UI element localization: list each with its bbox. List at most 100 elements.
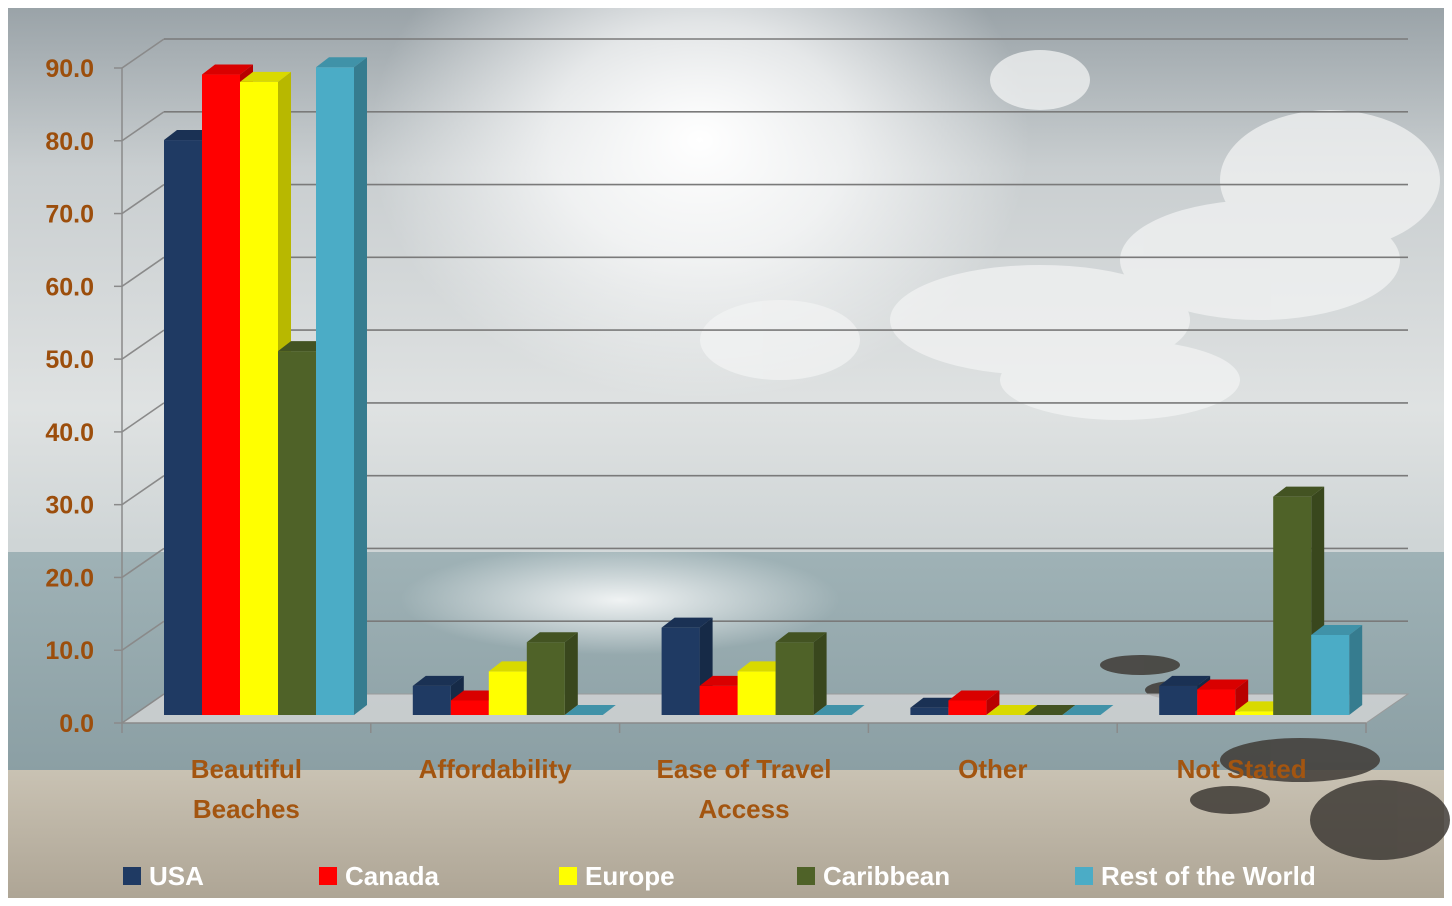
bar-front	[202, 74, 240, 716]
y-tick-label: 70.0	[45, 201, 94, 229]
y-tick-label: 60.0	[45, 273, 94, 301]
bars	[164, 57, 1363, 716]
y-tick-label: 0.0	[59, 710, 94, 738]
bar-side	[354, 57, 367, 716]
bar-top	[661, 617, 713, 628]
x-category-label: Access	[698, 794, 789, 824]
legend-item-europe: Europe	[559, 861, 675, 891]
y-tick-label: 80.0	[45, 128, 94, 156]
bar-top	[316, 57, 367, 68]
gridline-side	[121, 111, 165, 142]
bar-top	[412, 675, 464, 686]
legend-item-usa: USA	[123, 861, 204, 891]
y-tick-label: 40.0	[45, 419, 94, 447]
legend-item-canada: Canada	[319, 861, 439, 891]
bar-side	[986, 690, 1000, 715]
gridline-side	[121, 38, 165, 69]
bar-canada	[948, 690, 1000, 715]
gridline-side	[121, 547, 165, 579]
bar-top	[1311, 624, 1363, 635]
bar-caribbean	[1024, 705, 1076, 715]
legend-swatch	[559, 867, 577, 885]
bar-front	[948, 700, 987, 715]
bar-caribbean	[1273, 486, 1325, 715]
bar-top	[1024, 705, 1076, 715]
y-tick-label: 50.0	[45, 346, 94, 374]
bar-top	[948, 690, 1000, 701]
bar-front	[910, 707, 949, 715]
legend-swatch	[797, 867, 815, 885]
bar-top	[240, 71, 291, 82]
legend-label: Rest of the World	[1101, 861, 1316, 891]
x-category-label: Other	[958, 754, 1027, 784]
y-tick-label: 90.0	[45, 55, 94, 83]
gridline-side	[121, 329, 165, 360]
bar-side	[564, 632, 578, 715]
bar-top	[1062, 705, 1114, 715]
bar-front	[699, 685, 738, 715]
x-category-label: Beautiful	[191, 754, 302, 784]
bar-front	[278, 351, 316, 715]
bar-top	[202, 64, 253, 75]
bar-top	[1273, 486, 1325, 497]
bar-top	[986, 705, 1038, 715]
y-tick-label: 30.0	[45, 492, 94, 520]
bar-front	[737, 671, 776, 715]
legend-item-caribbean: Caribbean	[797, 861, 950, 891]
bar-rest-of-the-world	[1311, 624, 1363, 715]
bar-top	[526, 632, 578, 643]
bar-front	[1159, 685, 1198, 715]
bar-front	[1311, 634, 1350, 715]
legend-label: USA	[149, 861, 204, 891]
x-category-label: Ease of Travel	[657, 754, 832, 784]
bar-front	[1197, 689, 1236, 715]
legend-swatch	[319, 867, 337, 885]
legend-swatch	[123, 867, 141, 885]
x-category-label: Beaches	[193, 794, 300, 824]
bar-front	[164, 140, 202, 716]
bar-front	[412, 685, 451, 715]
legend-item-rest-of-the-world: Rest of the World	[1075, 861, 1316, 891]
gridline-side	[121, 183, 165, 215]
y-tick-label: 20.0	[45, 564, 94, 592]
bar-europe	[986, 705, 1038, 715]
axes	[114, 67, 1367, 733]
bar-top	[1159, 675, 1211, 686]
bar-rest-of-the-world	[1062, 705, 1114, 715]
bar-top	[564, 705, 616, 715]
gridline-side	[121, 256, 165, 287]
gridline-side	[121, 620, 165, 651]
x-axis-category-labels: Beautiful Beaches Affordability Ease of Tra…	[191, 754, 1307, 824]
x-category-label: Not Stated	[1177, 754, 1307, 784]
y-axis-base	[121, 693, 165, 724]
gridline-side	[121, 402, 165, 433]
bar-front	[240, 81, 278, 716]
bar-front	[526, 642, 565, 715]
legend: USA Canada Europe Caribbean Rest of the Worl…	[123, 861, 1316, 891]
legend-label: Europe	[585, 861, 675, 891]
bar-top	[1197, 679, 1249, 690]
legend-swatch	[1075, 867, 1093, 885]
bar-front	[316, 67, 354, 716]
bar-front	[661, 627, 700, 715]
bar-front	[1273, 496, 1312, 715]
bar-top	[813, 705, 865, 715]
bar-rest-of-the-world	[316, 57, 367, 716]
gridlines	[121, 38, 1408, 651]
x-category-label: Affordability	[419, 754, 573, 784]
legend-label: Caribbean	[823, 861, 950, 891]
legend-label: Canada	[345, 861, 439, 891]
bar-front	[488, 671, 527, 715]
bar-front	[775, 642, 814, 715]
gridline-side	[121, 475, 165, 506]
background-beach-photo	[8, 0, 1450, 898]
bar-rest-of-the-world	[813, 705, 865, 715]
bar-side	[1349, 624, 1363, 715]
bar-side	[813, 632, 827, 715]
y-tick-label: 10.0	[45, 637, 94, 665]
bar-rest-of-the-world	[564, 705, 616, 715]
bar-caribbean	[526, 632, 578, 715]
bar-caribbean	[775, 632, 827, 715]
